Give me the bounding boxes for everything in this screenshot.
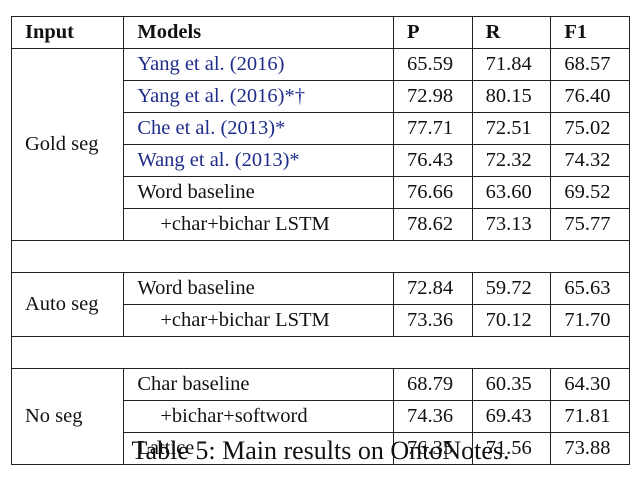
model-cell: Yang et al. (2016) xyxy=(123,48,395,81)
table-row: Lattice 76.35 71.56 73.88 xyxy=(12,432,630,465)
results-table: Input Models P R F1 Gold seg Yang et al. … xyxy=(10,16,630,465)
table-row: +char+bichar LSTM 78.62 73.13 75.77 xyxy=(12,208,630,241)
table-body: Gold seg Yang et al. (2016) 65.59 71.84 68.5… xyxy=(10,48,630,465)
table-caption: Table 5: Main results on OntoNotes. xyxy=(131,436,510,465)
header-r: R xyxy=(471,16,552,49)
value-cell-r: 70.12 xyxy=(471,304,552,337)
input-cell: Auto seg xyxy=(10,272,125,337)
value-cell-p: 78.62 xyxy=(393,208,473,241)
value-cell-r: 72.32 xyxy=(471,144,552,177)
value-cell-p: 74.36 xyxy=(393,400,473,433)
value-cell-f1: 75.02 xyxy=(550,112,630,145)
model-cell: +bichar+softword xyxy=(123,400,395,433)
model-cell: Char baseline xyxy=(123,368,395,401)
value-cell-f1: 71.81 xyxy=(550,400,630,433)
value-cell-p: 72.98 xyxy=(393,80,473,113)
input-cell: Gold seg xyxy=(10,48,125,241)
value-cell-r: 80.15 xyxy=(471,80,552,113)
input-cell: No seg xyxy=(10,368,125,465)
value-cell-p: 68.79 xyxy=(393,368,473,401)
table-row: Auto seg Word baseline 72.84 59.72 65.63 xyxy=(10,272,630,337)
model-cell: Word baseline xyxy=(123,272,395,305)
value-cell-r: 59.72 xyxy=(471,272,552,305)
table-row: +char+bichar LSTM 73.36 70.12 71.70 xyxy=(12,304,630,337)
table-row: Che et al. (2013)* 77.71 72.51 75.02 xyxy=(12,112,630,145)
value-cell-p: 77.71 xyxy=(393,112,473,145)
table-row: No seg Char baseline 68.79 60.35 64.30 xyxy=(10,368,630,465)
header-models: Models xyxy=(123,16,395,49)
value-cell-p: 65.59 xyxy=(393,48,473,81)
value-cell-p: 76.35 xyxy=(393,432,473,465)
model-cell: +char+bichar LSTM xyxy=(123,208,395,241)
value-cell-f1: 73.88 xyxy=(550,432,630,465)
model-cell: Che et al. (2013)* xyxy=(123,112,395,145)
group-separator xyxy=(11,336,630,369)
header-f1: F1 xyxy=(550,16,630,49)
header-p: P xyxy=(393,16,473,49)
value-cell-f1: 75.77 xyxy=(550,208,630,241)
table-row: Word baseline 76.66 63.60 69.52 xyxy=(12,176,630,209)
model-cell: Wang et al. (2013)* xyxy=(123,144,395,177)
table-row: +bichar+softword 74.36 69.43 71.81 xyxy=(12,400,630,433)
value-cell-r: 72.51 xyxy=(471,112,552,145)
value-cell-f1: 65.63 xyxy=(550,272,630,305)
value-cell-p: 76.43 xyxy=(393,144,473,177)
group-separator-cell xyxy=(11,240,630,273)
group-separator-cell xyxy=(11,336,630,369)
model-cell: Word baseline xyxy=(123,176,395,209)
table-row: Yang et al. (2016)*† 72.98 80.15 76.40 xyxy=(12,80,630,113)
header-row: Input Models P R F1 xyxy=(10,16,630,49)
value-cell-p: 72.84 xyxy=(393,272,473,305)
value-cell-r: 60.35 xyxy=(471,368,552,401)
table-row: Wang et al. (2013)* 76.43 72.32 74.32 xyxy=(12,144,630,177)
value-cell-r: 63.60 xyxy=(471,176,552,209)
model-cell: Lattice xyxy=(123,432,395,465)
model-cell: +char+bichar LSTM xyxy=(123,304,395,337)
value-cell-p: 76.66 xyxy=(393,176,473,209)
value-cell-p: 73.36 xyxy=(393,304,473,337)
value-cell-f1: 74.32 xyxy=(550,144,630,177)
value-cell-f1: 71.70 xyxy=(550,304,630,337)
value-cell-r: 71.84 xyxy=(471,48,552,81)
table-row: Gold seg Yang et al. (2016) 65.59 71.84 68.5… xyxy=(10,48,630,241)
header-input: Input xyxy=(10,16,125,49)
value-cell-r: 73.13 xyxy=(471,208,552,241)
value-cell-r: 69.43 xyxy=(471,400,552,433)
value-cell-f1: 76.40 xyxy=(550,80,630,113)
value-cell-f1: 69.52 xyxy=(550,176,630,209)
model-cell: Yang et al. (2016)*† xyxy=(123,80,395,113)
value-cell-f1: 64.30 xyxy=(550,368,630,401)
group-separator xyxy=(11,240,630,273)
value-cell-f1: 68.57 xyxy=(550,48,630,81)
